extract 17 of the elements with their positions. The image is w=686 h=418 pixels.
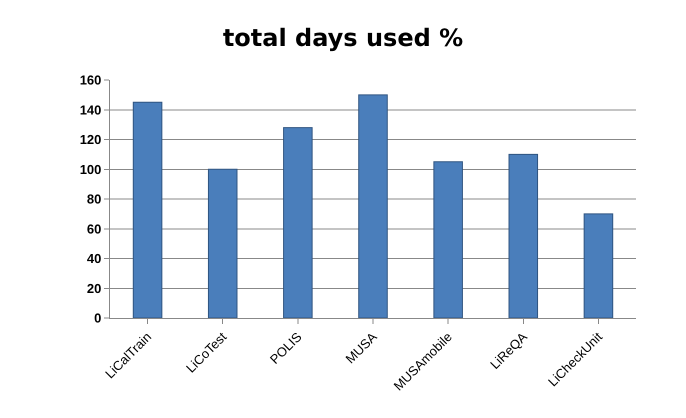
y-tick-label: 160 [80,72,102,88]
bar [508,154,538,318]
y-tick-label: 0 [94,310,102,326]
y-tick-label: 20 [86,280,102,296]
bar [358,94,388,318]
bar [584,213,614,318]
bar [132,102,162,318]
y-tick-label: 60 [86,221,102,236]
chart-title: total days used % [222,24,464,52]
y-tick-label: 40 [86,251,102,266]
bar [208,168,238,318]
y-tick-label: 100 [80,162,102,177]
y-tick-label: 80 [86,192,102,207]
y-tick-label: 120 [80,132,102,148]
bar [433,161,463,318]
bar [283,127,313,318]
y-tick-label: 140 [80,102,102,118]
